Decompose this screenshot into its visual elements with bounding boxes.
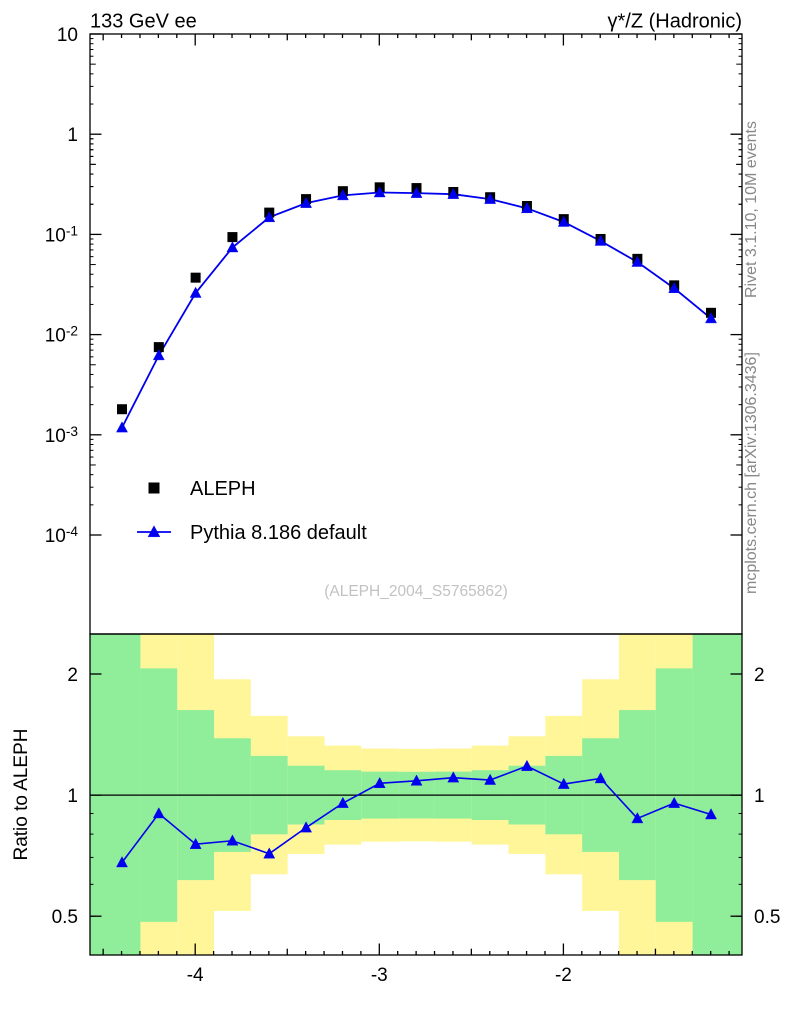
svg-text:Rivet 3.1.10, 10M events: Rivet 3.1.10, 10M events (743, 121, 760, 298)
svg-text:2: 2 (67, 665, 78, 686)
svg-text:2: 2 (754, 665, 765, 686)
svg-text:(ALEPH_2004_S5765862): (ALEPH_2004_S5765862) (324, 583, 508, 600)
svg-text:133 GeV ee: 133 GeV ee (90, 11, 197, 33)
svg-text:Ratio to ALEPH: Ratio to ALEPH (11, 728, 32, 860)
svg-text:10: 10 (57, 25, 78, 46)
svg-text:γ*/Z (Hadronic): γ*/Z (Hadronic) (608, 11, 742, 33)
svg-text:0.5: 0.5 (754, 907, 780, 928)
svg-text:1: 1 (67, 786, 78, 807)
svg-text:-2: -2 (555, 965, 572, 986)
svg-text:Pythia 8.186 default: Pythia 8.186 default (190, 522, 367, 544)
svg-text:mcplots.cern.ch [arXiv:1306.34: mcplots.cern.ch [arXiv:1306.3436] (743, 352, 760, 594)
svg-text:-4: -4 (187, 965, 204, 986)
svg-text:1: 1 (754, 786, 765, 807)
svg-text:-3: -3 (371, 965, 388, 986)
svg-text:0.5: 0.5 (52, 907, 78, 928)
svg-text:ALEPH: ALEPH (190, 478, 256, 500)
svg-text:1: 1 (67, 125, 78, 146)
